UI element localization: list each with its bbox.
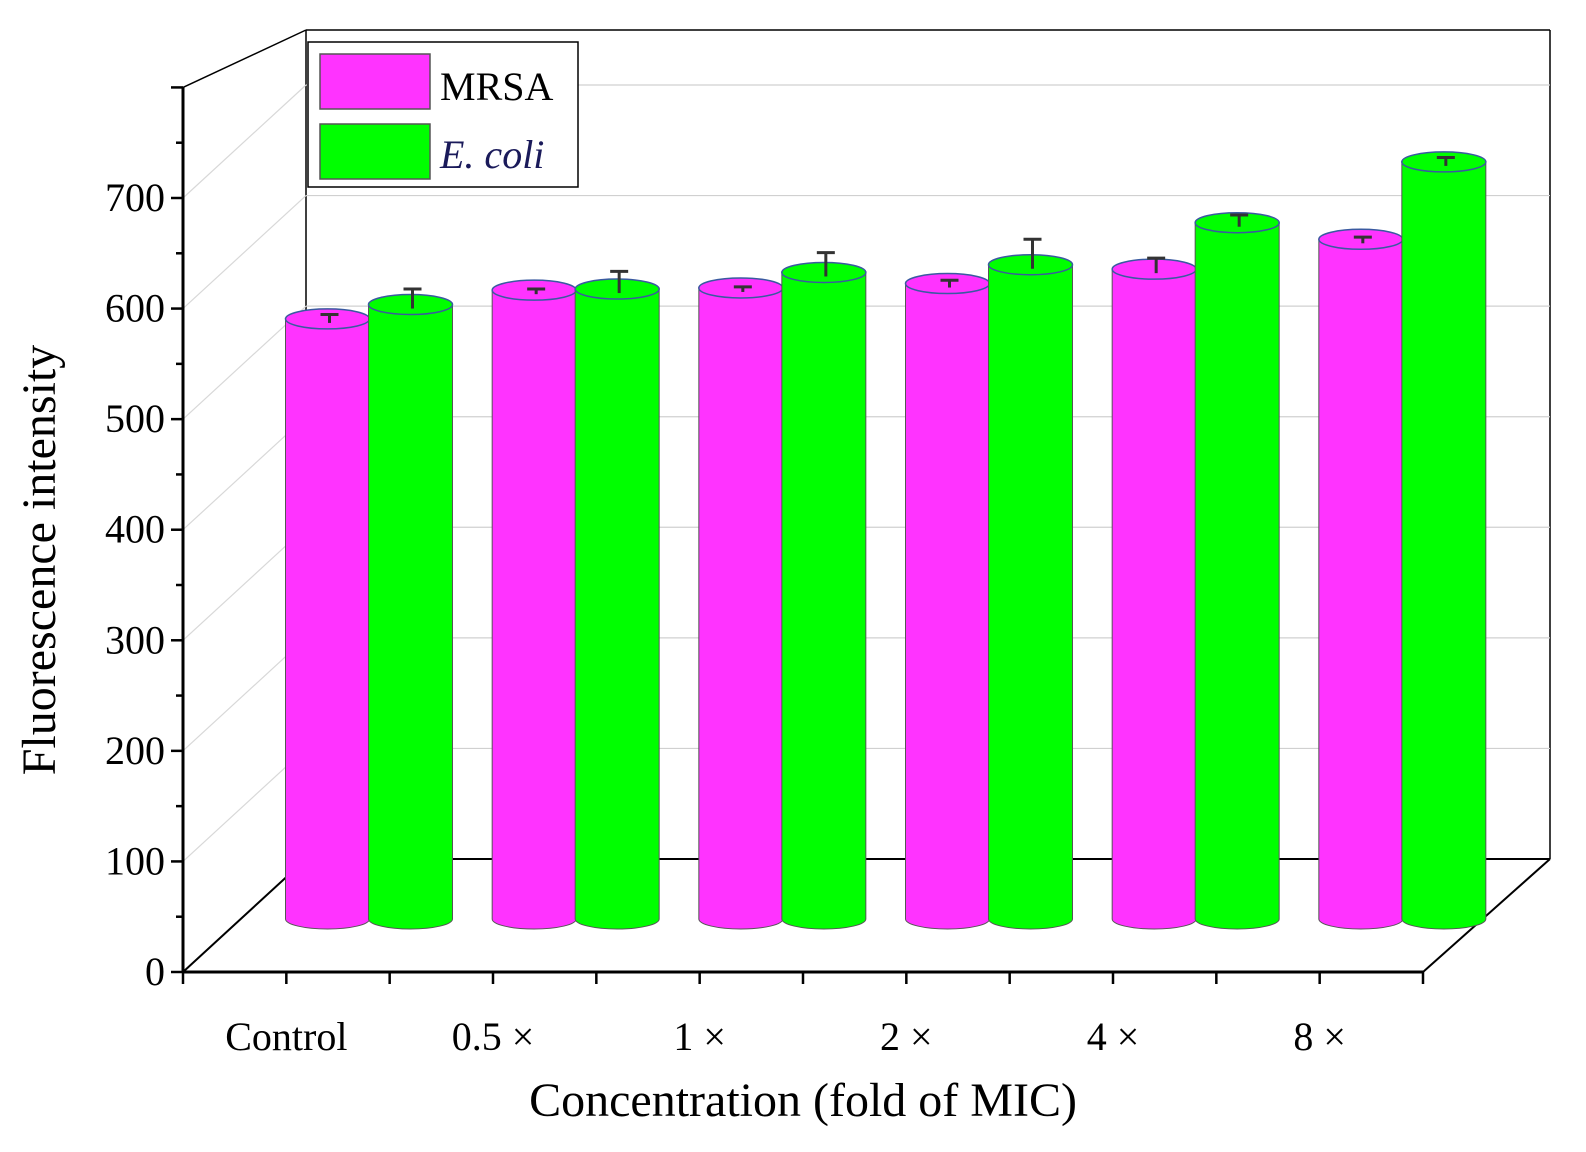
bar-body (1401, 161, 1487, 930)
y-tick-label: 0 (145, 949, 165, 994)
bar-top (1401, 151, 1487, 173)
gridline-side (182, 195, 307, 310)
bar-body (368, 304, 453, 930)
bar-body (491, 289, 577, 930)
bar-top (1318, 228, 1404, 251)
legend-swatch-mrsa (319, 53, 431, 110)
bar-top (987, 253, 1074, 276)
bar-ecoli-0 (367, 287, 454, 930)
axes: 0 100 200 300 400 500 600 700 Control 0.5 × 1 × 2 ×… (105, 86, 1425, 1059)
bar-body (988, 264, 1073, 930)
bar-mrsa-0 (284, 308, 371, 930)
bar-body (285, 318, 370, 930)
y-tick-label: 300 (105, 617, 165, 662)
y-tick-label: 200 (105, 728, 165, 773)
x-tick-label: Control (225, 1014, 347, 1059)
bar-ecoli-2 (781, 251, 867, 930)
y-tick-label: 700 (105, 175, 165, 220)
legend-label-mrsa: MRSA (440, 64, 553, 109)
bar-ecoli-3 (987, 237, 1074, 930)
side-wall-top-edge (182, 29, 307, 89)
bar-body (574, 288, 660, 930)
floor-right-edge (1422, 858, 1551, 973)
bar-body (1111, 268, 1197, 930)
bar-mrsa-1 (491, 279, 577, 930)
bar-top (367, 293, 454, 316)
x-tick-label: 0.5 × (452, 1014, 535, 1059)
y-tick-label: 400 (105, 507, 165, 552)
bar-top (904, 272, 991, 295)
bar-body (905, 283, 990, 930)
legend: MRSA E. coli (307, 41, 579, 188)
y-tick-label: 500 (105, 396, 165, 441)
bars (284, 151, 1487, 930)
bar-top (781, 261, 867, 284)
legend-label-ecoli: E. coli (439, 132, 544, 177)
x-tick-label: 4 × (1087, 1014, 1140, 1059)
bar-top (1111, 258, 1197, 280)
bar-body (1194, 222, 1280, 930)
bar-mrsa-2 (698, 277, 784, 930)
x-tick-label: 8 × (1293, 1014, 1346, 1059)
bar-top (284, 308, 371, 330)
legend-swatch-ecoli (319, 123, 431, 180)
gridline-side (182, 84, 307, 199)
x-axis-title: Concentration (fold of MIC) (529, 1074, 1077, 1127)
bar-top (1194, 211, 1280, 234)
bar-body (1318, 238, 1404, 930)
y-axis-title: Fluorescence intensity (13, 345, 66, 776)
bar-mrsa-5 (1318, 228, 1404, 930)
bar-mrsa-4 (1111, 256, 1197, 930)
bar-ecoli-4 (1194, 211, 1280, 930)
y-tick-label: 100 (105, 838, 165, 883)
y-tick-label: 600 (105, 286, 165, 331)
bar-top (574, 278, 660, 300)
bar-mrsa-3 (904, 272, 991, 930)
bar-ecoli-5 (1401, 151, 1487, 930)
bar-ecoli-1 (574, 269, 660, 930)
bar-body (698, 287, 784, 930)
bar-body (781, 271, 867, 930)
x-tick-label: 2 × (880, 1014, 933, 1059)
x-tick-label: 1 × (673, 1014, 726, 1059)
